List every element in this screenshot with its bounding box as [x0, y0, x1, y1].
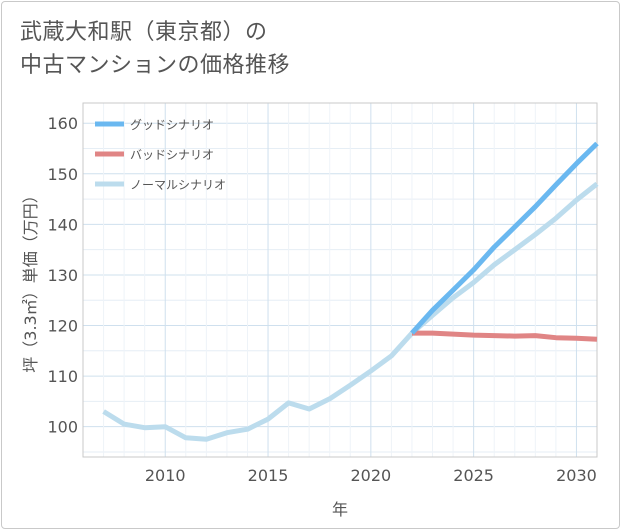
y-tick-label: 150	[47, 165, 78, 184]
series-line-good	[410, 141, 599, 335]
y-axis-title: 坪（3.3㎡）単価（万円）	[21, 187, 40, 372]
x-axis-ticks: 2010 2015 2020 2025 2030	[145, 466, 597, 485]
legend-item: グッドシナリオ	[95, 118, 214, 132]
y-tick-label: 130	[47, 266, 78, 285]
legend-label: グッドシナリオ	[130, 118, 214, 132]
y-axis-ticks: 100 110 120 130 140 150 160	[47, 114, 78, 436]
grid-lines	[82, 103, 598, 457]
y-tick-label: 110	[47, 367, 78, 386]
x-axis-title: 年	[332, 500, 348, 519]
series-line-bad	[412, 330, 598, 342]
y-tick-label: 140	[47, 215, 78, 234]
y-tick-label: 100	[47, 418, 78, 437]
chart-title-line-2: 中古マンションの価格推移	[20, 53, 291, 78]
chart-title-line-1: 武蔵大和駅（東京都）の	[20, 20, 268, 45]
y-tick-label: 160	[47, 114, 78, 133]
series-layer	[102, 141, 599, 442]
chart-title: 武蔵大和駅（東京都）の 中古マンションの価格推移	[20, 16, 290, 82]
x-tick-label: 2015	[248, 466, 289, 485]
legend-label: バッドシナリオ	[130, 148, 214, 162]
legend-item: バッドシナリオ	[95, 148, 214, 162]
x-tick-label: 2020	[350, 466, 391, 485]
series-line-normal	[102, 181, 599, 442]
legend-label: ノーマルシナリオ	[130, 178, 226, 192]
y-tick-label: 120	[47, 317, 78, 336]
legend-item: ノーマルシナリオ	[95, 178, 226, 192]
x-tick-label: 2025	[453, 466, 494, 485]
x-tick-label: 2030	[556, 466, 597, 485]
x-tick-label: 2010	[145, 466, 186, 485]
plot-area-frame	[82, 102, 598, 458]
